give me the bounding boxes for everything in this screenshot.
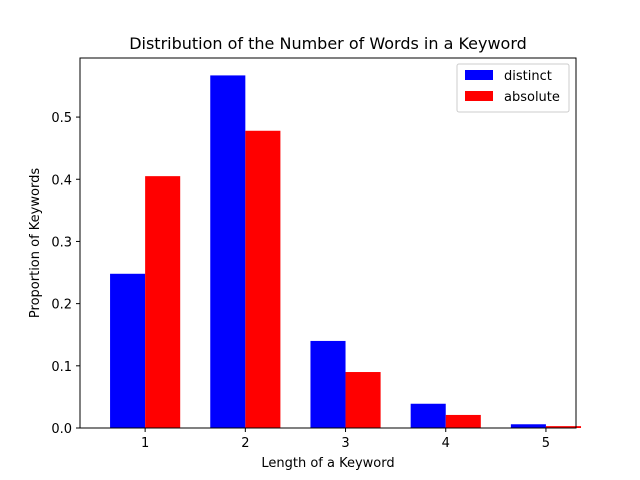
y-tick-label: 0.1 xyxy=(51,360,72,375)
bar-absolute-4 xyxy=(445,414,481,428)
legend-label-absolute: absolute xyxy=(504,90,560,105)
x-tick-label: 2 xyxy=(241,436,249,451)
y-axis-label: Proportion of Keywords xyxy=(28,168,43,318)
bar-absolute-2 xyxy=(245,130,281,428)
y-tick-label: 0.2 xyxy=(51,298,72,313)
legend-swatch-distinct xyxy=(465,70,493,80)
bar-absolute-1 xyxy=(145,176,181,428)
bars-group xyxy=(110,75,582,428)
x-axis-ticks: 1 2 3 4 5 xyxy=(141,428,550,451)
plot-frame xyxy=(79,57,577,429)
x-axis-label: Length of a Keyword xyxy=(261,456,394,471)
y-tick-label: 0.4 xyxy=(51,173,72,188)
x-tick-label: 4 xyxy=(442,436,450,451)
legend-label-distinct: distinct xyxy=(504,69,552,84)
bar-distinct-1 xyxy=(110,273,146,428)
bar-absolute-5 xyxy=(545,426,582,428)
legend: distinct absolute xyxy=(456,63,570,113)
x-tick-label: 3 xyxy=(341,436,349,451)
bar-distinct-3 xyxy=(310,340,346,428)
bar-distinct-5 xyxy=(510,424,546,428)
bar-absolute-3 xyxy=(345,372,381,428)
x-tick-label: 5 xyxy=(542,436,550,451)
y-axis-ticks: 0.0 0.1 0.2 0.3 0.4 0.5 xyxy=(51,111,80,437)
y-tick-label: 0.3 xyxy=(51,235,72,250)
chart-title: Distribution of the Number of Words in a… xyxy=(129,34,527,53)
y-tick-label: 0.0 xyxy=(51,422,72,437)
bar-distinct-2 xyxy=(210,75,246,428)
bar-distinct-4 xyxy=(410,403,446,428)
y-tick-label: 0.5 xyxy=(51,111,72,126)
x-tick-label: 1 xyxy=(141,436,149,451)
legend-swatch-absolute xyxy=(465,91,493,101)
